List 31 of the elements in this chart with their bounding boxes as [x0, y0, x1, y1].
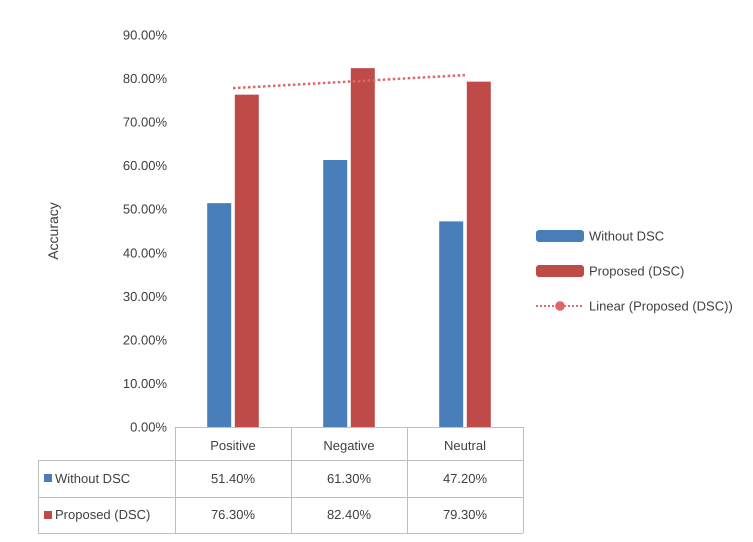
y-tick-label: 0.00%	[130, 420, 168, 434]
y-tick-label: 30.00%	[122, 288, 168, 304]
y-tick-label: 50.00%	[122, 202, 168, 217]
bar	[234, 94, 259, 427]
data-label: 47.20%	[442, 470, 488, 488]
y-tick-label: 70.00%	[122, 114, 168, 130]
x-tick-label: Negative	[323, 438, 375, 453]
data-label: 76.30%	[210, 506, 256, 524]
data-label: 51.40%	[210, 470, 256, 488]
text: Without DSC	[589, 228, 664, 244]
y-axis-title: Accuracy	[45, 202, 61, 260]
y-tick-label: 90.00%	[122, 28, 168, 42]
y-tick-label: 10.00%	[122, 376, 168, 391]
y-tick-label: 40.00%	[122, 245, 168, 260]
data-label: 61.30%	[326, 470, 372, 488]
bar	[323, 160, 348, 427]
legend-label: Without DSC	[54, 470, 132, 488]
data-label: 82.40%	[326, 506, 372, 524]
text: Proposed (DSC)	[55, 507, 150, 522]
x-tick-label: Positive	[210, 438, 256, 453]
bar	[466, 82, 491, 427]
x-tick-label: Neutral	[444, 438, 486, 453]
y-tick-label: 20.00%	[122, 332, 168, 348]
legend-label: Linear (Proposed (DSC))	[589, 298, 733, 314]
y-tick-label: 60.00%	[122, 158, 168, 174]
y-tick-label: 80.00%	[122, 71, 168, 86]
bar	[439, 221, 464, 427]
bar	[350, 68, 375, 427]
legend-label: Proposed (DSC)	[589, 264, 684, 278]
bar	[207, 203, 232, 427]
data-label: 79.30%	[442, 506, 488, 524]
